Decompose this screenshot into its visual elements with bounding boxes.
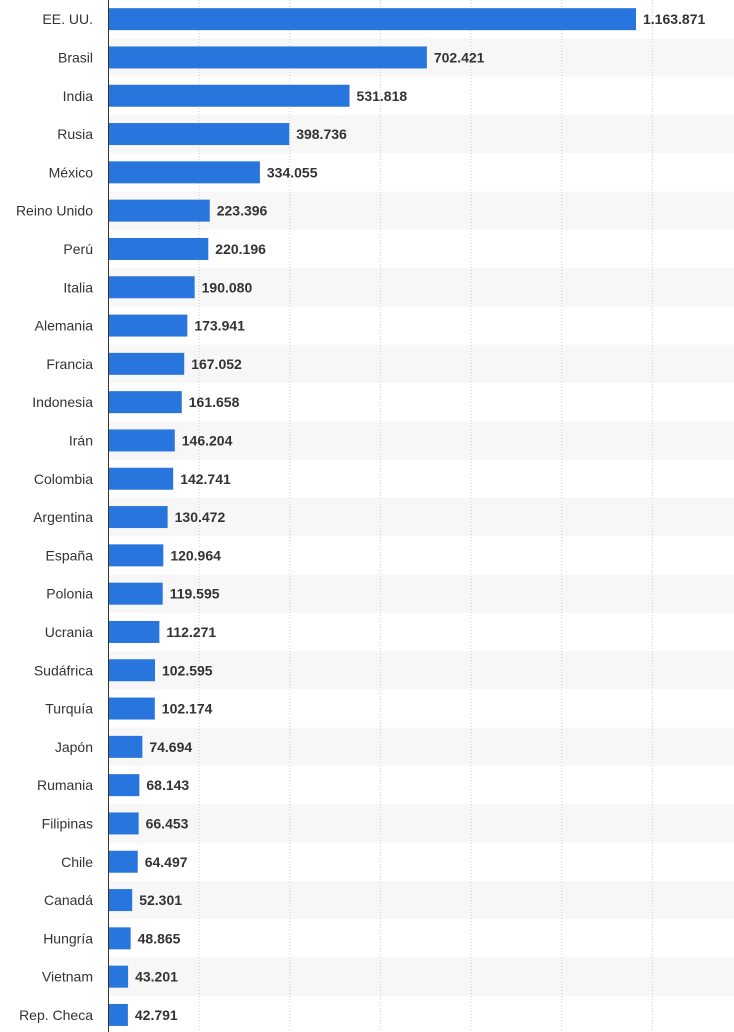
category-label: Irán [69, 432, 93, 448]
bar[interactable] [108, 199, 210, 222]
bar[interactable] [108, 46, 427, 69]
category-label: Argentina [33, 509, 93, 525]
category-label: Japón [55, 739, 93, 755]
bar[interactable] [108, 544, 164, 567]
value-label: 702.421 [434, 49, 485, 65]
category-label: EE. UU. [42, 11, 93, 27]
category-label: Hungría [43, 930, 93, 946]
category-label: Francia [46, 356, 93, 372]
category-label: Sudáfrica [34, 662, 93, 678]
value-label: 142.741 [180, 471, 231, 487]
value-label: 48.865 [138, 930, 181, 946]
value-label: 398.736 [296, 126, 347, 142]
category-label: Vietnam [42, 969, 93, 985]
value-label: 167.052 [191, 356, 242, 372]
bar[interactable] [108, 965, 129, 988]
row-band [108, 191, 734, 230]
value-label: 42.791 [135, 1007, 178, 1023]
bar[interactable] [108, 1003, 128, 1026]
bar[interactable] [108, 812, 139, 835]
category-label: Canadá [44, 892, 93, 908]
bar[interactable] [108, 314, 188, 337]
bar[interactable] [108, 391, 182, 414]
category-label: México [49, 164, 94, 180]
bar[interactable] [108, 84, 350, 107]
category-label: India [63, 88, 94, 104]
value-label: 334.055 [267, 164, 318, 180]
bar[interactable] [108, 467, 174, 490]
category-label: Colombia [34, 471, 93, 487]
value-label: 531.818 [357, 88, 408, 104]
value-label: 220.196 [215, 241, 266, 257]
value-label: 102.174 [162, 701, 213, 717]
row-band [108, 651, 734, 690]
category-label: Turquía [45, 701, 93, 717]
bar[interactable] [108, 620, 160, 643]
value-label: 52.301 [139, 892, 182, 908]
category-label: Reino Unido [16, 203, 93, 219]
value-label: 112.271 [166, 624, 216, 640]
value-label: 64.497 [145, 854, 188, 870]
category-label: Rusia [57, 126, 93, 142]
category-label: Rumania [37, 777, 93, 793]
bar[interactable] [108, 506, 168, 529]
value-label: 130.472 [175, 509, 226, 525]
value-label: 161.658 [189, 394, 240, 410]
bar[interactable] [108, 697, 155, 720]
category-label: Chile [61, 854, 93, 870]
row-band [108, 497, 734, 537]
row-band [108, 804, 734, 843]
row-band [108, 268, 734, 307]
bar[interactable] [108, 735, 143, 758]
row-band [108, 574, 734, 613]
category-label: Rep. Checa [19, 1007, 93, 1023]
value-label: 68.143 [146, 777, 189, 793]
category-label: España [46, 547, 94, 563]
value-label: 102.595 [162, 662, 213, 678]
row-band [108, 421, 734, 460]
value-label: 66.453 [146, 815, 189, 831]
bar[interactable] [108, 123, 290, 146]
category-label: Alemania [35, 318, 94, 334]
value-label: 120.964 [170, 547, 221, 563]
category-label: Brasil [58, 49, 93, 65]
value-labels: 1.163.871 702.421 531.818 398.736 334.055 223… [135, 11, 706, 1023]
bar[interactable] [108, 927, 131, 950]
value-label: 119.595 [170, 586, 220, 602]
row-band [108, 957, 734, 996]
category-label: Ucrania [45, 624, 93, 640]
bar[interactable] [108, 429, 175, 452]
bar[interactable] [108, 8, 637, 31]
bar[interactable] [108, 352, 185, 375]
bar[interactable] [108, 659, 155, 682]
value-label: 146.204 [182, 432, 233, 448]
bar[interactable] [108, 850, 138, 873]
row-band [108, 344, 734, 383]
value-label: 1.163.871 [643, 11, 705, 27]
value-label: 74.694 [149, 739, 192, 755]
bar[interactable] [108, 774, 140, 797]
value-label: 190.080 [202, 279, 253, 295]
category-label: Polonia [46, 586, 93, 602]
bar[interactable] [108, 237, 209, 260]
bar[interactable] [108, 889, 133, 912]
bar[interactable] [108, 161, 260, 184]
value-label: 223.396 [217, 203, 268, 219]
row-band [108, 727, 734, 766]
row-band [108, 880, 734, 920]
bars [108, 8, 637, 1026]
value-label: 173.941 [194, 318, 245, 334]
category-label: Italia [63, 279, 93, 295]
value-label: 43.201 [135, 969, 178, 985]
category-label: Filipinas [42, 815, 93, 831]
category-label: Perú [63, 241, 93, 257]
bar[interactable] [108, 276, 195, 299]
category-label: Indonesia [32, 394, 93, 410]
bar[interactable] [108, 582, 163, 605]
category-labels: EE. UU. Brasil India Rusia México Reino Unido… [16, 11, 93, 1023]
row-bands [108, 38, 734, 996]
